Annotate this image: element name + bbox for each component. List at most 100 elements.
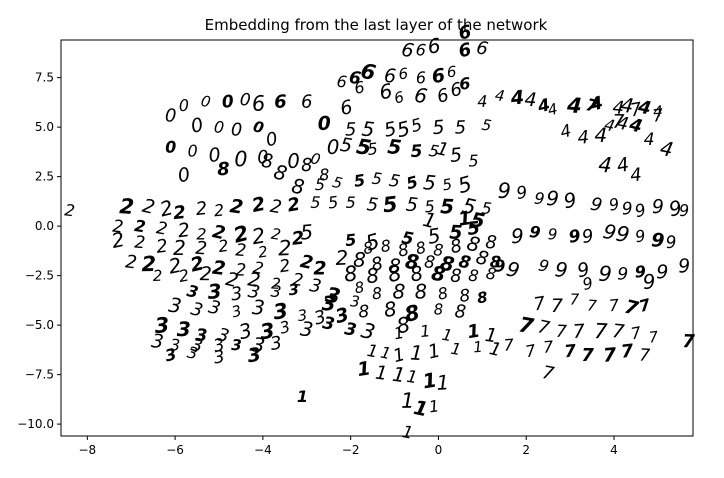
digit-point-8: 8: [433, 300, 443, 318]
digit-point-4: 4: [626, 114, 644, 138]
digit-point-6: 6: [377, 79, 394, 105]
digit-point-5: 5: [404, 172, 420, 193]
digit-point-9: 9: [678, 255, 691, 278]
digit-point-2: 2: [196, 225, 206, 244]
digit-point-2: 2: [133, 216, 147, 236]
digit-point-0: 0: [165, 137, 177, 156]
digit-point-2: 2: [250, 223, 267, 249]
digit-point-1: 1: [466, 320, 482, 343]
digit-point-8: 8: [371, 284, 383, 304]
digit-point-9: 9: [581, 273, 595, 294]
digit-point-6: 6: [426, 33, 442, 58]
digit-point-2: 2: [235, 261, 246, 281]
digit-point-1: 1: [365, 341, 379, 363]
digit-point-8: 8: [395, 312, 412, 338]
digit-point-3: 3: [312, 306, 328, 329]
digit-point-3: 3: [299, 316, 315, 342]
digit-point-8: 8: [436, 283, 450, 304]
digit-point-2: 2: [141, 252, 156, 276]
digit-point-5: 5: [346, 193, 356, 212]
digit-point-2: 2: [155, 218, 169, 240]
digit-point-2: 2: [224, 268, 241, 292]
digit-point-0: 0: [231, 119, 242, 140]
digit-point-3: 3: [272, 299, 290, 325]
digit-point-6: 6: [398, 65, 409, 84]
digit-point-3: 3: [230, 302, 244, 322]
digit-point-4: 4: [594, 123, 607, 147]
digit-point-5: 5: [327, 192, 339, 212]
digit-point-7: 7: [572, 320, 586, 343]
digit-point-0: 0: [165, 105, 177, 126]
digit-point-8: 8: [396, 240, 411, 262]
digit-point-7: 7: [629, 99, 644, 122]
digit-point-1: 1: [374, 362, 389, 385]
digit-point-3: 3: [167, 293, 183, 319]
digit-point-7: 7: [620, 340, 635, 362]
digit-point-5: 5: [449, 144, 463, 167]
digit-point-7: 7: [602, 344, 618, 367]
digit-point-4: 4: [535, 95, 552, 117]
digit-point-7: 7: [503, 335, 515, 355]
digit-point-9: 9: [567, 226, 582, 247]
digit-point-6: 6: [415, 68, 426, 88]
digit-point-3: 3: [212, 335, 227, 357]
digit-point-4: 4: [615, 112, 631, 135]
digit-point-8: 8: [271, 159, 290, 185]
digit-point-9: 9: [667, 195, 684, 221]
digit-point-9: 9: [634, 226, 647, 246]
digit-point-1: 1: [410, 341, 424, 366]
digit-point-4: 4: [577, 127, 590, 149]
digit-point-3: 3: [163, 344, 178, 365]
digit-point-0: 0: [309, 149, 322, 169]
y-tick-label: −2.5: [25, 269, 54, 283]
digit-point-2: 2: [134, 233, 146, 254]
y-tick-label: 0.0: [35, 219, 54, 233]
digit-point-2: 2: [195, 198, 209, 220]
digit-point-5: 5: [441, 175, 454, 194]
digit-point-5: 5: [405, 193, 419, 216]
digit-point-2: 2: [228, 195, 244, 219]
digit-point-2: 2: [313, 257, 326, 279]
digit-point-3: 3: [154, 313, 170, 338]
digit-point-5: 5: [382, 118, 398, 142]
digit-point-4: 4: [644, 130, 655, 150]
digit-point-2: 2: [278, 236, 292, 260]
digit-point-7: 7: [594, 319, 609, 344]
digit-point-8: 8: [464, 231, 482, 257]
digit-point-8: 8: [392, 279, 406, 303]
digit-point-8: 8: [402, 300, 422, 327]
digit-point-2: 2: [271, 275, 281, 293]
digit-point-6: 6: [338, 96, 354, 120]
digit-point-5: 5: [331, 173, 345, 193]
digit-point-7: 7: [622, 296, 641, 321]
digit-point-6: 6: [301, 91, 313, 112]
digit-point-5: 5: [460, 194, 478, 220]
digit-point-3: 3: [349, 292, 360, 311]
digit-point-5: 5: [353, 170, 367, 190]
digit-point-6: 6: [383, 65, 397, 88]
digit-point-9: 9: [537, 255, 551, 276]
digit-point-5: 5: [382, 192, 399, 217]
digit-point-0: 0: [221, 92, 235, 113]
digit-point-2: 2: [270, 225, 282, 244]
digit-point-6: 6: [448, 79, 464, 102]
digit-point-8: 8: [365, 263, 381, 288]
digit-point-9: 9: [533, 188, 545, 208]
digit-point-5: 5: [409, 115, 425, 137]
digit-point-3: 3: [177, 317, 191, 341]
digit-point-1: 1: [421, 368, 439, 394]
digit-point-3: 3: [215, 324, 231, 347]
digit-point-5: 5: [344, 230, 357, 250]
digit-point-3: 3: [207, 279, 223, 304]
y-tick-label: 2.5: [35, 170, 54, 184]
digit-point-9: 9: [642, 269, 657, 294]
digit-point-4: 4: [524, 89, 538, 112]
digit-point-5: 5: [468, 151, 479, 170]
digit-point-9: 9: [634, 262, 646, 282]
y-tick-label: −5.0: [25, 318, 54, 332]
digit-point-5: 5: [363, 229, 382, 256]
digit-point-1: 1: [379, 343, 393, 364]
digit-point-4: 4: [587, 92, 605, 116]
digit-point-3: 3: [206, 297, 222, 320]
digit-point-0: 0: [256, 147, 269, 169]
